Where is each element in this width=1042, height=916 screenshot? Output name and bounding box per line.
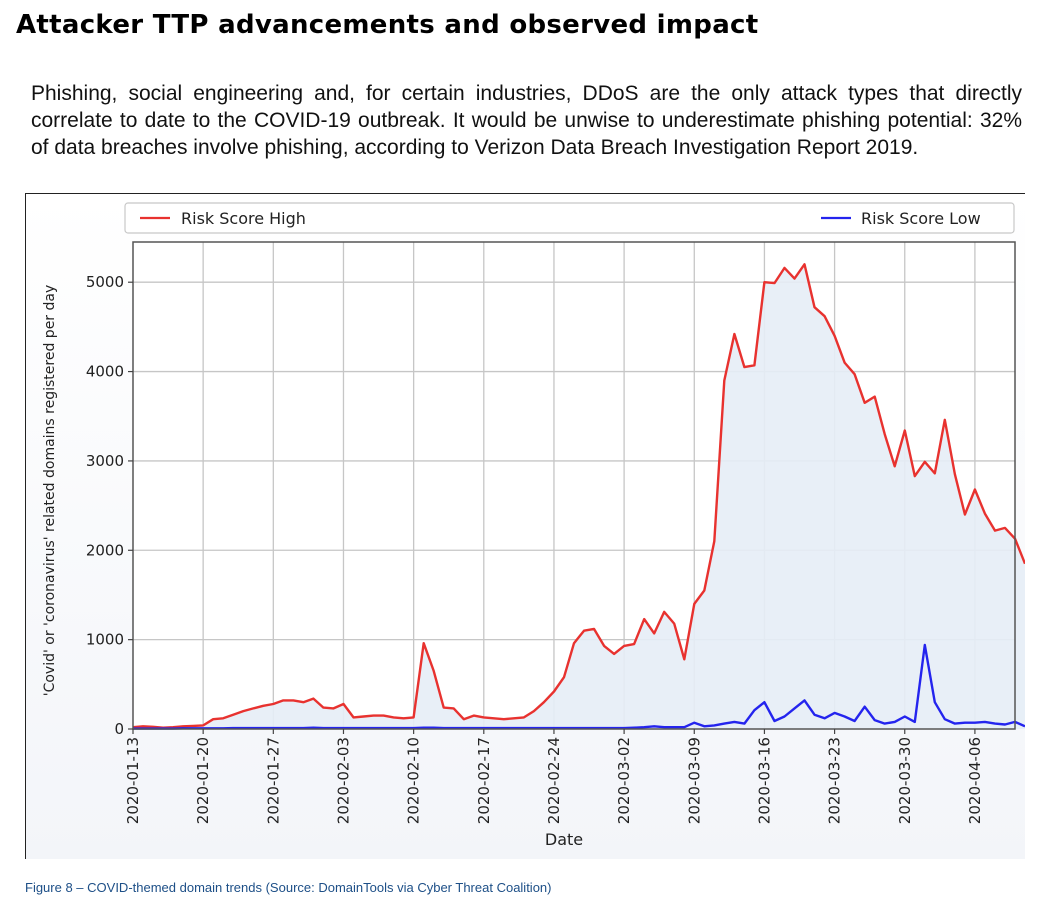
x-tick-label: 2020-02-10 bbox=[405, 737, 423, 824]
page-title: Attacker TTP advancements and observed i… bbox=[16, 10, 759, 40]
series-line-layer bbox=[132, 263, 1025, 730]
x-tick-label: 2020-02-17 bbox=[475, 737, 493, 824]
x-tick-label: 2020-03-30 bbox=[896, 737, 914, 824]
x-tick-label: 2020-01-13 bbox=[124, 737, 142, 824]
legend-label-risk-low: Risk Score Low bbox=[861, 209, 981, 228]
plot-border bbox=[132, 241, 1016, 730]
x-axis-label: Date bbox=[545, 830, 583, 849]
series-line-1 bbox=[133, 643, 1025, 730]
x-tick-label: 2020-03-02 bbox=[615, 737, 633, 824]
figure-frame: 0 1000 2000 3000 4000 5000 2020-01-13 2020-01-… bbox=[25, 193, 1025, 859]
y-tick-label: 0 bbox=[114, 720, 124, 738]
figure-caption: Figure 8 – COVID-themed domain trends (S… bbox=[25, 880, 552, 895]
x-tick-label: 2020-02-24 bbox=[545, 737, 563, 824]
x-tick-label: 2020-03-09 bbox=[685, 737, 703, 824]
series-line-0 bbox=[132, 263, 1025, 729]
series-fill-layer bbox=[133, 264, 1025, 729]
y-axis-label: 'Covid' or 'coronavirus' related domains… bbox=[42, 285, 58, 697]
x-tick-label: 2020-01-20 bbox=[194, 737, 212, 824]
x-tick-label: 2020-03-23 bbox=[826, 737, 844, 824]
x-tick-label: 2020-02-03 bbox=[334, 737, 352, 824]
x-tick-label: 2020-04-06 bbox=[966, 737, 984, 824]
legend: Risk Score High Risk Score Low bbox=[124, 202, 1015, 234]
x-tick-label: 2020-01-27 bbox=[264, 737, 282, 824]
x-tick-labels: 2020-01-13 2020-01-20 2020-01-27 2020-02-03… bbox=[124, 729, 984, 824]
y-tick-label: 2000 bbox=[86, 541, 124, 559]
series-area-0 bbox=[133, 264, 1025, 729]
y-tick-label: 1000 bbox=[86, 631, 124, 649]
y-tick-label: 4000 bbox=[86, 363, 124, 381]
y-tick-label: 5000 bbox=[86, 273, 124, 291]
legend-label-risk-high: Risk Score High bbox=[181, 209, 306, 228]
intro-paragraph: Phishing, social engineering and, for ce… bbox=[31, 82, 1022, 159]
legend-box bbox=[124, 202, 1015, 234]
y-tick-labels: 0 1000 2000 3000 4000 5000 bbox=[86, 273, 133, 738]
x-tick-label: 2020-03-16 bbox=[755, 737, 773, 824]
y-tick-label: 3000 bbox=[86, 452, 124, 470]
